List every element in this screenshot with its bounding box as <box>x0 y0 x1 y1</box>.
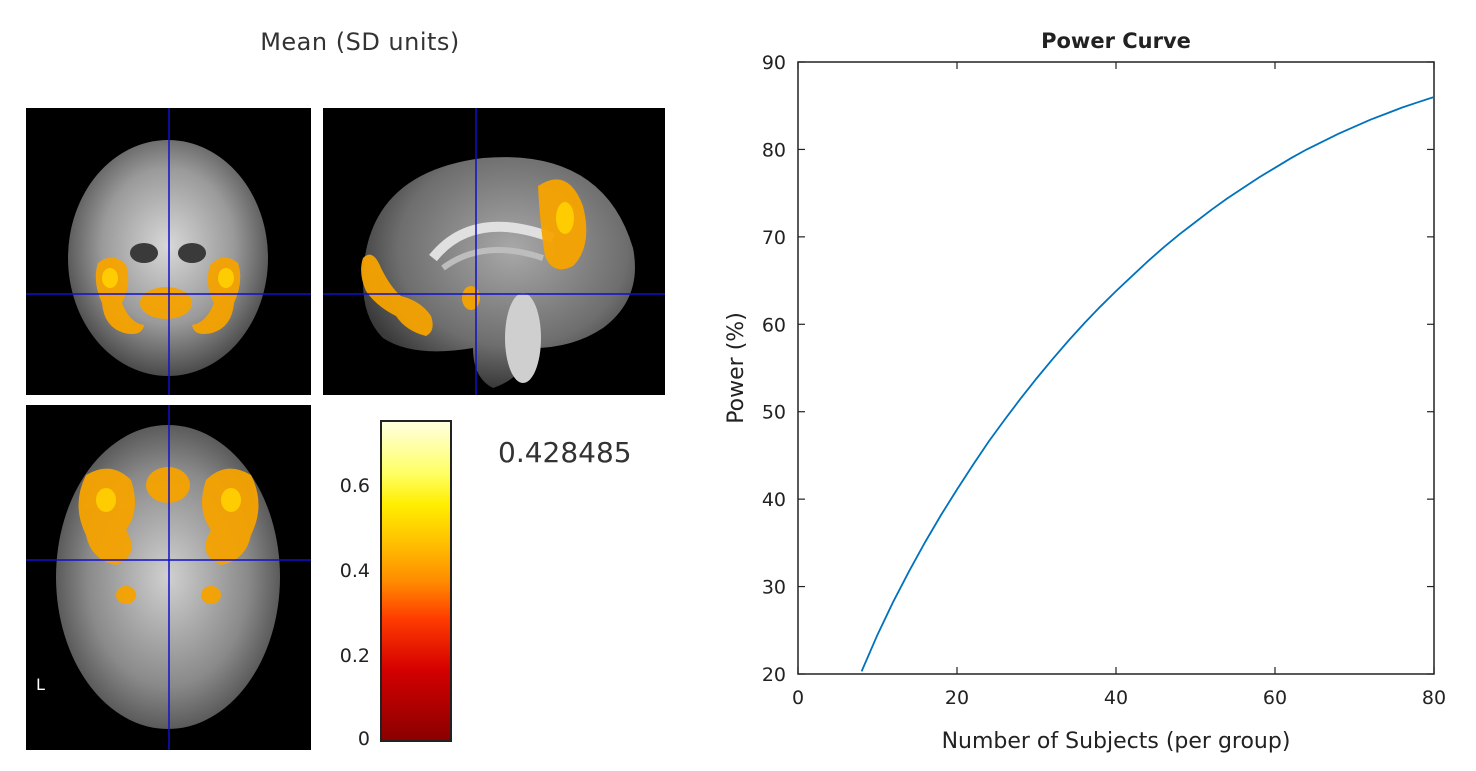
y-tick-label: 50 <box>762 402 786 424</box>
colorbar <box>380 420 452 742</box>
sagittal-view[interactable] <box>323 108 665 395</box>
sagittal-brain-image <box>323 108 665 395</box>
chart-title: Power Curve <box>1041 29 1191 53</box>
x-tick-label: 40 <box>1104 687 1128 709</box>
x-axis: 0 20 40 60 80 <box>792 62 1446 709</box>
axial-view[interactable]: L <box>26 405 311 750</box>
colorbar-tick: 0 <box>357 728 370 750</box>
y-axis: 20 30 40 50 60 70 80 90 <box>762 52 1434 686</box>
coronal-brain-image <box>26 108 311 395</box>
colorbar-tick: 0.6 <box>339 475 370 497</box>
coronal-view[interactable] <box>26 108 311 395</box>
power-curve-line <box>860 96 1435 672</box>
power-curve-chart: Power Curve 0 20 40 60 80 20 30 40 50 60 70 80 90 N… <box>724 29 1446 754</box>
y-tick-label: 30 <box>762 577 786 599</box>
value-readout: 0.428485 <box>498 436 632 469</box>
y-tick-label: 90 <box>762 52 786 74</box>
y-tick-label: 40 <box>762 489 786 511</box>
y-tick-label: 70 <box>762 227 786 249</box>
x-axis-label: Number of Subjects (per group) <box>942 729 1291 754</box>
x-tick-label: 20 <box>945 687 969 709</box>
colorbar-tick: 0.2 <box>339 645 370 667</box>
plot-area <box>797 61 1435 675</box>
x-tick-label: 60 <box>1263 687 1287 709</box>
axial-brain-image: L <box>26 405 311 750</box>
y-tick-label: 80 <box>762 139 786 161</box>
brain-panel-title: Mean (SD units) <box>260 28 460 56</box>
y-tick-label: 60 <box>762 314 786 336</box>
colorbar-tick: 0.4 <box>339 560 370 582</box>
orientation-label: L <box>36 675 45 694</box>
y-tick-label: 20 <box>762 664 786 686</box>
x-tick-label: 0 <box>792 687 804 709</box>
y-axis-label: Power (%) <box>724 312 749 424</box>
x-tick-label: 80 <box>1422 687 1446 709</box>
